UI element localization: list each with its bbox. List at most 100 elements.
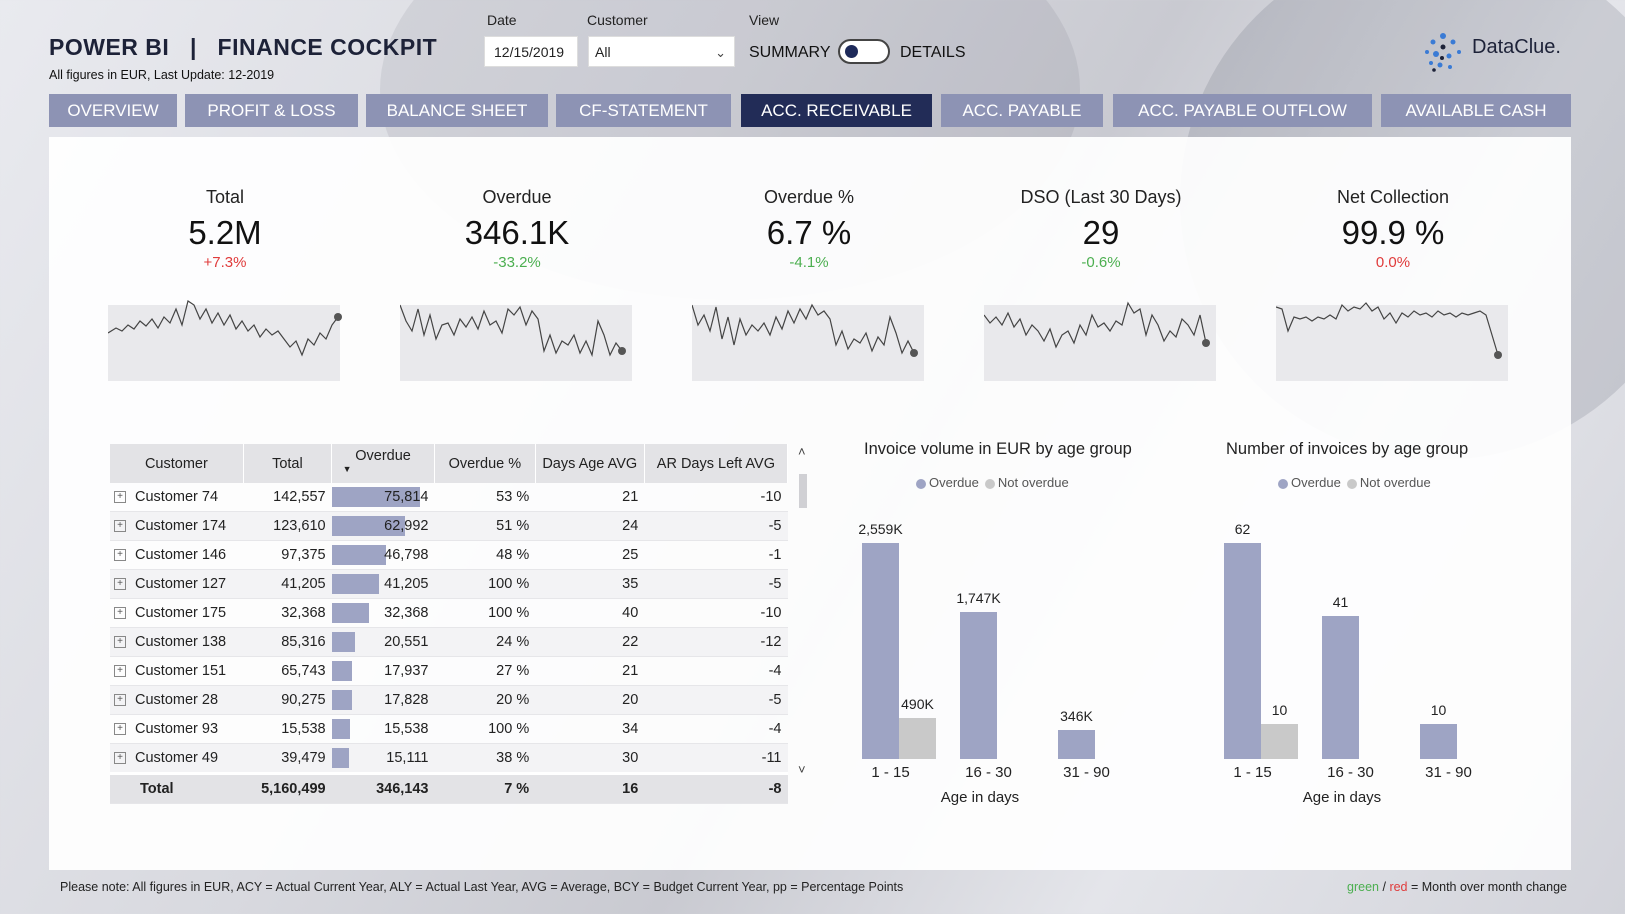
- table-row[interactable]: + Customer 146 97,375 46,798 48 % 25 -1: [110, 540, 788, 570]
- column-header-total[interactable]: Total: [243, 444, 333, 483]
- total-days-age: 16: [535, 772, 645, 804]
- cell-ar-days-left: -10: [644, 598, 788, 628]
- cell-ar-days-left: -5: [644, 511, 788, 541]
- cell-total: 65,743: [243, 656, 332, 686]
- bar-overdue[interactable]: [1058, 729, 1095, 759]
- cell-customer: + Customer 174: [110, 511, 244, 541]
- table-row[interactable]: + Customer 93 15,538 15,538 100 % 34 -4: [110, 714, 788, 744]
- kpi-dso: DSO (Last 30 Days) 29 -0.6%: [976, 187, 1226, 271]
- scroll-up-icon[interactable]: ˄: [798, 444, 806, 459]
- cell-customer: + Customer 146: [110, 540, 244, 570]
- customer-dropdown[interactable]: All ⌄: [588, 36, 735, 67]
- bar-overdue[interactable]: [960, 611, 997, 759]
- expand-icon[interactable]: +: [114, 491, 126, 504]
- bar-overdue[interactable]: [862, 543, 899, 759]
- kpi-value: 346.1K: [464, 214, 570, 251]
- customer-name: Customer 151: [135, 663, 227, 679]
- cell-ar-days-left: -4: [644, 656, 788, 686]
- overdue-value: 17,937: [384, 663, 429, 679]
- overdue-value: 32,368: [384, 605, 429, 621]
- column-header-customer[interactable]: Customer: [110, 444, 244, 483]
- legend-item[interactable]: Not overdue: [1346, 475, 1431, 490]
- expand-icon[interactable]: +: [114, 752, 126, 765]
- cell-overdue: 32,368: [331, 598, 435, 628]
- expand-icon[interactable]: +: [114, 607, 126, 620]
- cell-overdue: 41,205: [331, 569, 435, 599]
- x-axis-title: Age in days: [940, 789, 1020, 806]
- chart-title: Number of invoices by age group: [1226, 440, 1469, 458]
- sparkline-dso: [984, 301, 1216, 381]
- x-tick-label: 1 - 15: [1233, 764, 1272, 781]
- table-row[interactable]: + Customer 138 85,316 20,551 24 % 22 -12: [110, 627, 788, 657]
- bar-overdue[interactable]: [1224, 543, 1261, 759]
- cell-customer: + Customer 74: [110, 483, 244, 512]
- view-toggle[interactable]: [838, 39, 890, 64]
- table-scrollbar[interactable]: ˄ ˅: [798, 444, 808, 784]
- overdue-databar: [331, 545, 386, 565]
- expand-icon[interactable]: +: [114, 665, 126, 678]
- overdue-value: 20,551: [384, 634, 429, 650]
- customer-name: Customer 174: [135, 518, 227, 534]
- overdue-databar: [331, 632, 356, 652]
- tab-available-cash[interactable]: AVAILABLE CASH: [1381, 94, 1571, 127]
- table-header-row: Customer Total Overdue ▼ Overdue % Days A…: [110, 444, 789, 483]
- date-filter[interactable]: 12/15/2019: [484, 36, 578, 67]
- expand-icon[interactable]: +: [114, 636, 126, 649]
- expand-icon[interactable]: +: [114, 520, 126, 533]
- table-row[interactable]: + Customer 127 41,205 41,205 100 % 35 -5: [110, 569, 788, 599]
- chart-title: Invoice volume in EUR by age group: [864, 440, 1132, 458]
- tab-acc-receivable[interactable]: ACC. RECEIVABLE: [741, 94, 932, 127]
- expand-icon[interactable]: +: [114, 578, 126, 591]
- column-header-overdue-pct[interactable]: Overdue %: [434, 444, 536, 483]
- cell-ar-days-left: -10: [644, 483, 788, 512]
- cell-overdue: 15,111: [331, 743, 435, 774]
- cell-days-age: 20: [535, 685, 645, 715]
- view-details-label: DETAILS: [900, 44, 966, 61]
- cell-ar-days-left: -4: [644, 714, 788, 744]
- tab-acc-payable[interactable]: ACC. PAYABLE: [941, 94, 1103, 127]
- table-row[interactable]: + Customer 151 65,743 17,937 27 % 21 -4: [110, 656, 788, 686]
- cell-ar-days-left: -5: [644, 569, 788, 599]
- tab-balance-sheet[interactable]: BALANCE SHEET: [366, 94, 548, 127]
- x-axis-title: Age in days: [1302, 789, 1382, 806]
- cell-overdue: 15,538: [331, 714, 435, 744]
- table-row[interactable]: + Customer 175 32,368 32,368 100 % 40 -10: [110, 598, 788, 628]
- column-header-ar-days-left[interactable]: AR Days Left AVG: [644, 444, 789, 483]
- kpi-delta: +7.3%: [203, 254, 247, 271]
- cell-ar-days-left: -12: [644, 627, 788, 657]
- column-header-days-age[interactable]: Days Age AVG: [535, 444, 645, 483]
- bar-not-overdue[interactable]: [1261, 724, 1298, 759]
- customer-name: Customer 175: [135, 605, 227, 621]
- bar-overdue[interactable]: [1322, 616, 1359, 759]
- bar-overdue[interactable]: [1420, 724, 1457, 759]
- tab-acc-payable-outflow[interactable]: ACC. PAYABLE OUTFLOW: [1113, 94, 1372, 127]
- bar-not-overdue[interactable]: [899, 717, 936, 759]
- kpi-label: Net Collection: [1336, 187, 1450, 207]
- table-row[interactable]: + Customer 174 123,610 62,992 51 % 24 -5: [110, 511, 788, 541]
- legend-item[interactable]: Not overdue: [984, 475, 1069, 490]
- legend-item[interactable]: Overdue: [1278, 475, 1341, 490]
- cell-total: 90,275: [243, 685, 332, 715]
- column-header-overdue[interactable]: Overdue ▼: [331, 444, 435, 483]
- tab-profit-loss[interactable]: PROFIT & LOSS: [185, 94, 358, 127]
- tab-overview[interactable]: OVERVIEW: [49, 94, 177, 127]
- table-row[interactable]: + Customer 28 90,275 17,828 20 % 20 -5: [110, 685, 788, 715]
- expand-icon[interactable]: +: [114, 723, 126, 736]
- cell-overdue-pct: 100 %: [434, 714, 536, 744]
- table-row[interactable]: + Customer 74 142,557 75,814 53 % 21 -10: [110, 483, 788, 512]
- cell-overdue: 17,937: [331, 656, 435, 686]
- chevron-down-icon: ⌄: [715, 45, 726, 60]
- tab-cf-statement[interactable]: CF-STATEMENT: [556, 94, 731, 127]
- customer-name: Customer 146: [135, 547, 227, 563]
- scroll-down-icon[interactable]: ˅: [798, 762, 806, 777]
- cell-ar-days-left: -1: [644, 540, 788, 570]
- scroll-thumb[interactable]: [799, 474, 807, 508]
- kpi-value: 6.7 %: [766, 214, 852, 251]
- cell-ar-days-left: -11: [644, 743, 788, 774]
- expand-icon[interactable]: +: [114, 549, 126, 562]
- legend-item[interactable]: Overdue: [916, 475, 979, 490]
- table-row[interactable]: + Customer 49 39,479 15,111 38 % 30 -11: [110, 743, 788, 774]
- expand-icon[interactable]: +: [114, 694, 126, 707]
- cell-overdue: 62,992: [331, 511, 435, 541]
- customer-dropdown-value: All: [595, 44, 611, 60]
